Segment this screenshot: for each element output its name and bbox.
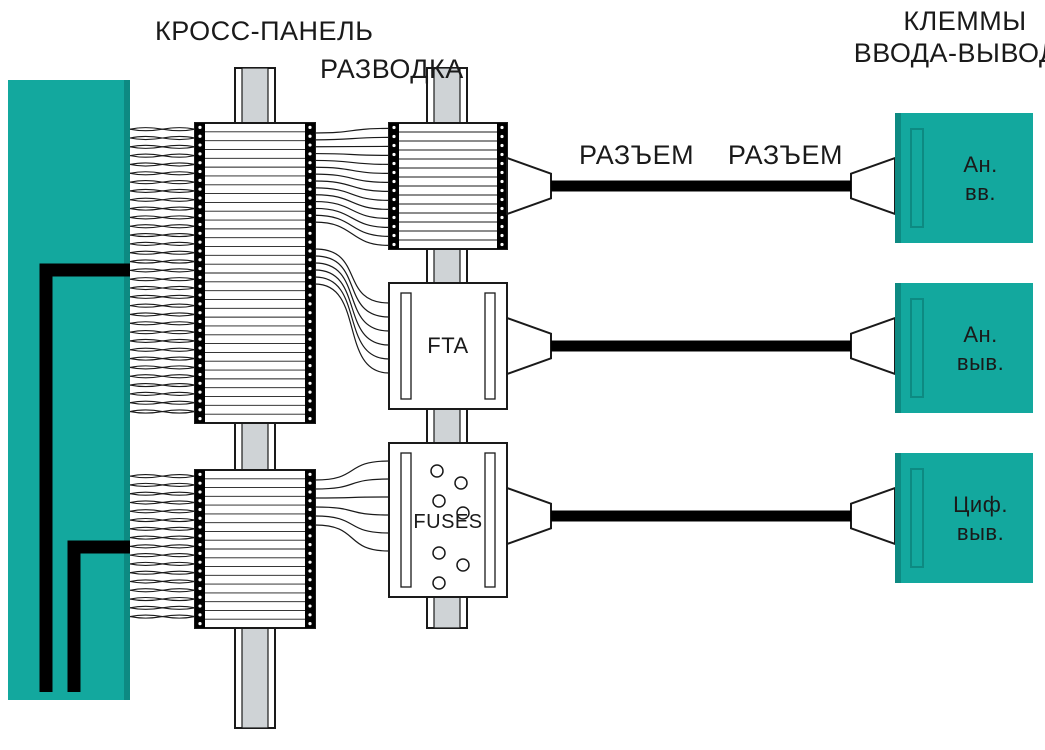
: [895, 283, 901, 413]
: Ан.: [963, 322, 997, 347]
: выв.: [957, 350, 1004, 375]
heading-io-1: КЛЕММЫ: [903, 6, 1026, 36]
: [485, 453, 495, 587]
wiring-diagram: FTA FUSES РАЗЪЕМ РАЗЪЕМ Ан. вв. Ан. выв. Циф. выв…: [0, 0, 1045, 750]
: [305, 123, 315, 423]
: [485, 293, 495, 399]
: [124, 80, 130, 700]
connector-label-left: РАЗЪЕМ: [579, 140, 694, 170]
io-analog-in: [895, 113, 1033, 243]
: [305, 470, 315, 628]
: [195, 470, 205, 628]
io-analog-out: [895, 283, 1033, 413]
io-digital-out: [895, 453, 1033, 583]
: Ан.: [963, 152, 997, 177]
: [401, 293, 411, 399]
fuses-label: FUSES: [413, 511, 482, 533]
: [895, 453, 901, 583]
: [389, 123, 399, 249]
: [401, 453, 411, 587]
heading-wiring: РАЗВОДКА: [320, 54, 464, 84]
: [195, 123, 205, 423]
connector-label-right: РАЗЪЕМ: [728, 140, 843, 170]
heading-io-2: ВВОДА-ВЫВОДА: [854, 38, 1045, 68]
: вв.: [965, 180, 996, 205]
heading-cross-panel: КРОСС-ПАНЕЛЬ: [155, 16, 374, 46]
fta-label: FTA: [427, 333, 468, 358]
: Циф.: [953, 492, 1008, 517]
: [895, 113, 901, 243]
: [497, 123, 507, 249]
: выв.: [957, 520, 1004, 545]
